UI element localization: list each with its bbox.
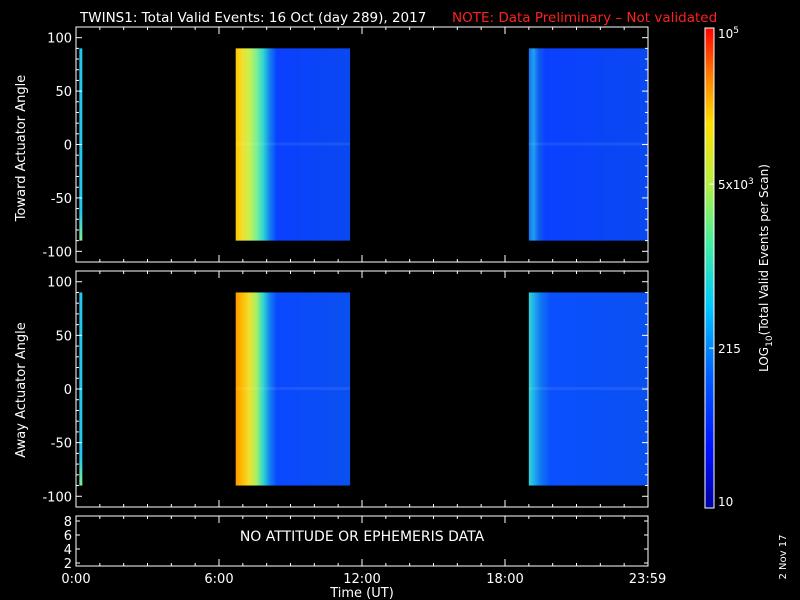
y-tick-label: 0 [64,383,72,398]
toward-angle-panel: 100 50 0 -50 -100 [42,26,649,263]
panel-frame [75,270,649,508]
colorbar-ticks: 105 5x103 215 10 [709,26,754,509]
colorbar-tick-label: 215 [718,342,741,356]
panel-frame [75,515,649,567]
x-tick-label: 0:00 [61,572,90,587]
date-stamp: 2 Nov 17 [778,535,789,580]
y-tick-label: -100 [42,490,72,505]
panel-frame [75,26,649,263]
x-tick-label: 12:00 [343,572,380,587]
zero-angle-band [528,142,648,146]
colorbar [705,28,714,508]
y-tick-label: -100 [42,245,72,260]
y-tick-label: -50 [51,192,72,207]
heatmap-block [528,292,648,486]
y-tick-label: -50 [51,437,72,452]
no-data-message: NO ATTITUDE OR EPHEMERIS DATA [240,529,485,545]
heatmap-block [235,292,351,486]
away-angle-panel: 100 50 0 -50 -100 [42,270,649,508]
zero-angle-band [528,387,648,390]
y-tick-label: 0 [64,139,72,154]
preliminary-note: NOTE: Data Preliminary – Not validated [452,10,717,26]
y-tick-label: 6 [64,529,72,544]
x-tick-label: 18:00 [486,572,523,587]
y-tick-label: 50 [55,329,72,344]
y-tick-label: 100 [47,32,72,47]
zero-angle-band [235,142,351,146]
y-tick-label: 2 [64,557,72,572]
heatmap-block [528,48,648,241]
y-tick-label: 50 [55,85,72,100]
y-tick-label: 100 [47,276,72,291]
heatmap-block [235,48,351,241]
away-y-axis-label: Away Actuator Angle [14,322,29,457]
y-tick-label: 4 [64,543,72,558]
x-tick-label: 23:59 [629,572,666,587]
colorbar-tick-label: 10 [718,495,733,509]
y-tick-label: 8 [64,515,72,530]
x-tick-label: 6:00 [204,572,233,587]
zero-angle-band [235,387,351,390]
colorbar-tick-label: 5x103 [718,177,754,192]
colorbar-tick-label: 105 [718,26,739,41]
toward-y-axis-label: Toward Actuator Angle [14,75,29,222]
x-axis-label: Time (UT) [329,586,394,600]
figure-title: TWINS1: Total Valid Events: 16 Oct (day … [79,10,426,26]
colorbar-label: LOG10(Total Valid Events per Scan) [757,164,775,372]
